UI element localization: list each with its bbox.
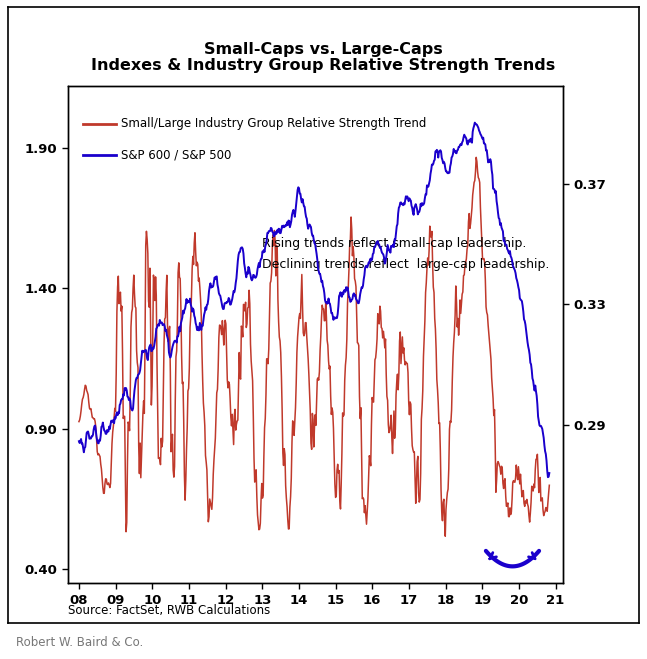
Text: Source: FactSet, RWB Calculations: Source: FactSet, RWB Calculations (68, 604, 270, 617)
Text: Small/Large Industry Group Relative Strength Trend: Small/Large Industry Group Relative Stre… (121, 117, 426, 130)
Text: Rising trends reflect small-cap leadership.
Declining trends reflect  large-cap : Rising trends reflect small-cap leadersh… (262, 237, 549, 272)
Text: Indexes & Industry Group Relative Strength Trends: Indexes & Industry Group Relative Streng… (91, 59, 556, 73)
Text: Small-Caps vs. Large-Caps: Small-Caps vs. Large-Caps (204, 42, 443, 57)
Text: S&P 600 / S&P 500: S&P 600 / S&P 500 (121, 148, 232, 161)
Text: Robert W. Baird & Co.: Robert W. Baird & Co. (16, 636, 144, 649)
